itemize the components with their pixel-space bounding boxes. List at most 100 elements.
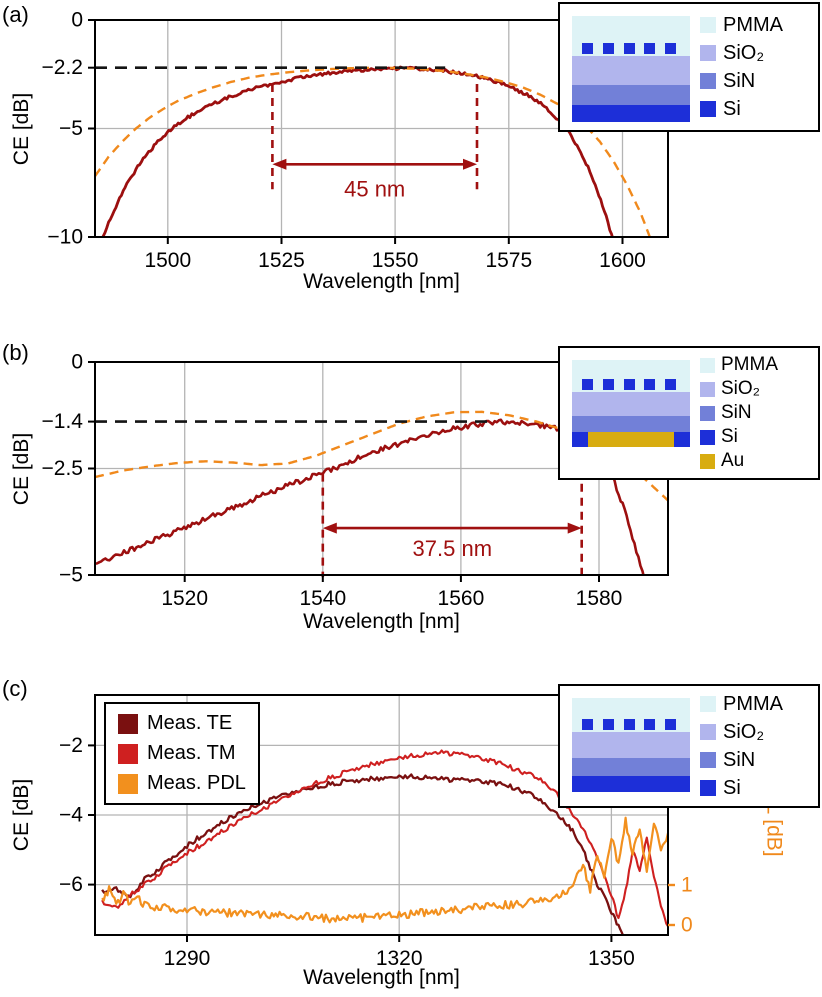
grating-tooth <box>665 379 676 390</box>
inset-item-pmma: PMMA <box>700 693 812 716</box>
inset-label: Si <box>721 426 738 447</box>
inset-item-sin: SiN <box>700 70 812 93</box>
series-meas-te <box>101 773 625 935</box>
grating-teeth <box>582 42 676 54</box>
grating-tooth <box>582 42 593 54</box>
chart-panel-a: 45 nm 1500 1525 1550 1575 1600 0 −2.2 −5 −10 <box>42 9 669 272</box>
inset-item-si: Si <box>700 426 812 448</box>
layer-sin <box>572 758 690 776</box>
layer-sio2 <box>572 732 690 758</box>
layer-pmma <box>572 16 690 56</box>
inset-stack-a: PMMA SiO₂ SiN Si <box>558 2 820 132</box>
x-axis-label-b: Wavelength [nm] <box>303 610 460 633</box>
layer-pmma <box>572 360 690 392</box>
inset-item-pmma: PMMA <box>700 14 812 37</box>
layer-si <box>572 776 690 792</box>
sio2-swatch <box>700 45 716 61</box>
inset-label: Si <box>723 97 741 120</box>
sin-swatch <box>700 752 716 768</box>
inset-label: Au <box>721 450 745 471</box>
inset-stack-b: PMMA SiO₂ SiN Si Au <box>558 346 820 480</box>
layer-sin <box>572 85 690 106</box>
inset-labels-c: PMMA SiO₂ SiN Si <box>700 693 812 800</box>
inset-labels-b: PMMA SiO₂ SiN Si Au <box>700 354 812 471</box>
x-tick-label: 1520 <box>161 587 208 610</box>
pmma-swatch <box>700 17 716 33</box>
grating-teeth <box>582 719 676 730</box>
y-tick-label: 0 <box>71 9 83 32</box>
si-swatch <box>700 780 716 796</box>
layer-au <box>588 432 674 447</box>
si-swatch <box>700 429 715 445</box>
right-y-tick-label: 1 <box>681 874 693 897</box>
inset-item-sio2: SiO₂ <box>700 42 812 65</box>
grating-tooth <box>644 719 656 730</box>
x-axis-label-a: Wavelength [nm] <box>303 270 460 293</box>
x-tick-label: 1525 <box>258 249 305 272</box>
inset-label: SiO₂ <box>723 720 765 743</box>
y-tick-label: −5 <box>59 117 83 140</box>
layer-si-right <box>674 432 690 447</box>
x-axis-label-c: Wavelength [nm] <box>303 966 460 989</box>
grating-tooth <box>623 379 635 390</box>
x-tick-label: 1600 <box>599 249 646 272</box>
panel-label-b: (b) <box>2 340 29 365</box>
grating-tooth <box>602 719 614 730</box>
grating-tooth <box>582 379 593 390</box>
sin-swatch <box>700 405 715 421</box>
inset-label: PMMA <box>721 354 778 375</box>
x-tick-label: 1320 <box>376 947 423 970</box>
grating-tooth <box>665 719 676 730</box>
au-swatch <box>700 453 715 469</box>
layer-si-left <box>572 432 588 447</box>
legend-label: Meas. TE <box>147 712 233 734</box>
inset-label: SiO₂ <box>723 41 765 64</box>
sio2-swatch <box>700 724 716 740</box>
inset-label: SiN <box>721 402 752 423</box>
sin-swatch <box>700 73 716 89</box>
layer-sio2 <box>572 55 690 86</box>
x-tick-label: 1560 <box>438 587 485 610</box>
inset-label: SiN <box>723 748 756 771</box>
sio2-swatch <box>700 381 715 397</box>
arrowhead-left <box>322 522 337 534</box>
grating-teeth <box>582 379 676 390</box>
layer-pmma <box>572 698 690 732</box>
y-tick-label: −10 <box>47 226 83 249</box>
inset-item-si: Si <box>700 98 812 121</box>
x-tick-label: 1500 <box>144 249 191 272</box>
inset-item-si: Si <box>700 777 812 800</box>
inset-item-sio2: SiO₂ <box>700 378 812 400</box>
meas-pdl-swatch <box>118 773 138 794</box>
arrowhead-right <box>463 158 477 170</box>
y-tick-label: −5 <box>59 564 83 587</box>
inset-label: SiN <box>723 69 756 92</box>
arrowhead-left <box>272 158 287 170</box>
pmma-swatch <box>700 357 715 373</box>
layer-si-au-row <box>572 432 690 447</box>
y-tick-label: −2.5 <box>42 457 83 480</box>
series-meas-tm <box>101 749 668 927</box>
y-tick-label: 0 <box>71 351 83 374</box>
x-tick-label: 1580 <box>576 587 623 610</box>
grating-tooth <box>644 42 656 54</box>
legend-item-meas-pdl: Meas. PDL <box>118 772 246 795</box>
series-measured <box>101 65 614 237</box>
inset-label: PMMA <box>723 692 783 715</box>
layer-stack-diagram-a <box>572 16 690 122</box>
y-tick-label: −2.2 <box>42 56 83 79</box>
inset-label: PMMA <box>723 13 783 36</box>
span-annotation-label: 37.5 nm <box>413 536 493 561</box>
x-tick-label: 1575 <box>485 249 532 272</box>
y-tick-label: −1.4 <box>42 410 84 433</box>
meas-tm-swatch <box>118 743 138 764</box>
series-meas-pdl <box>101 816 668 924</box>
legend-panel-c: Meas. TE Meas. TM Meas. PDL <box>104 702 260 805</box>
legend-label: Meas. TM <box>147 742 236 764</box>
grating-tooth <box>623 42 635 54</box>
right-y-tick-label: 0 <box>681 914 693 937</box>
grating-tooth <box>602 379 614 390</box>
layer-si <box>572 105 690 122</box>
span-annotation-label: 45 nm <box>344 176 405 201</box>
